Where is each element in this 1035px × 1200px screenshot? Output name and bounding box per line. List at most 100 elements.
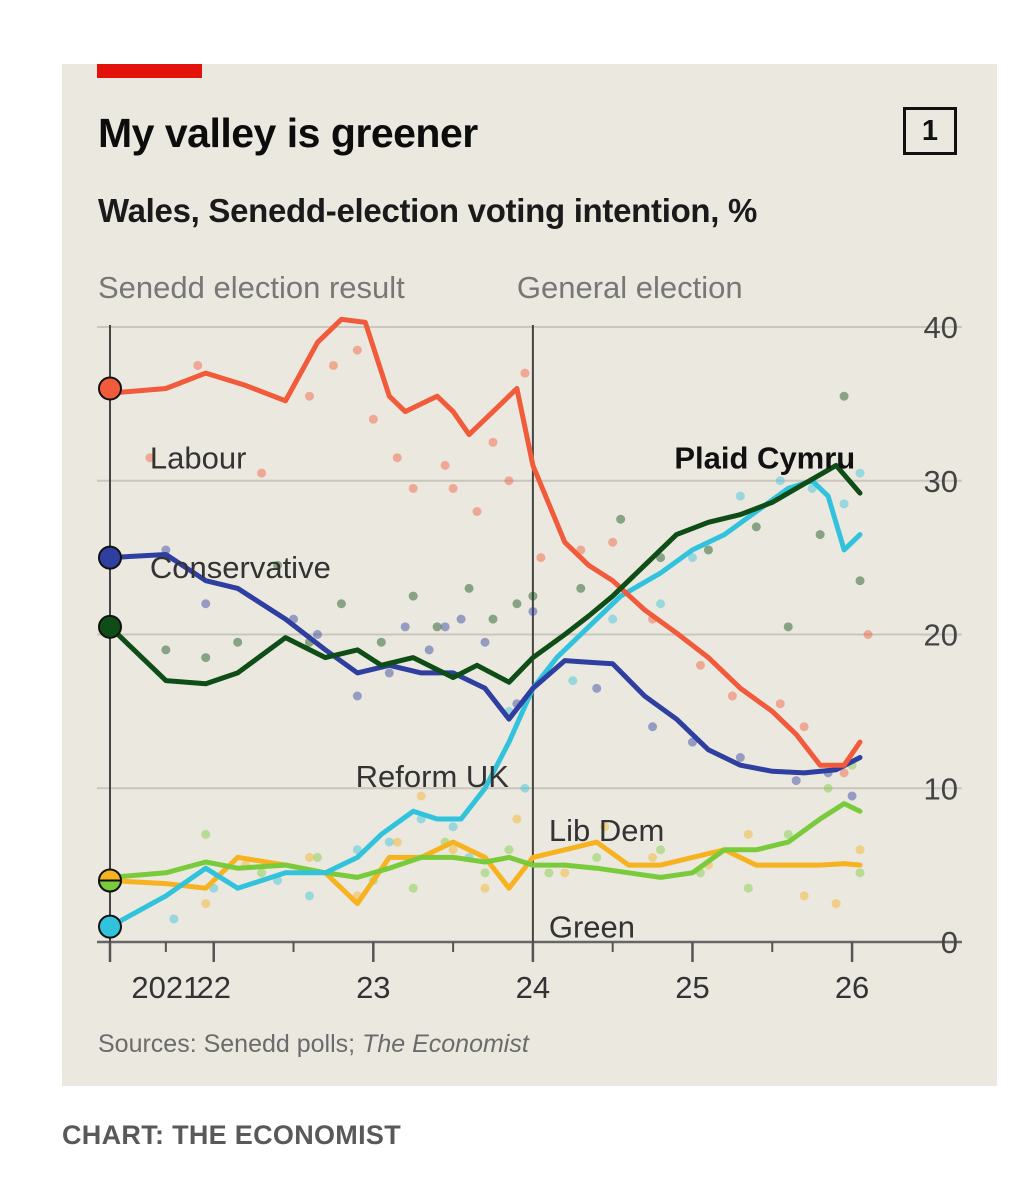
poll-dot-green-7 bbox=[504, 845, 514, 855]
poll-dot-lib-dem-4 bbox=[392, 837, 402, 847]
series-label-conservative: Conservative bbox=[150, 550, 331, 585]
x-tick-label-25: 25 bbox=[675, 970, 709, 1005]
poll-dot-conservative-5 bbox=[384, 668, 394, 678]
chart-credit: CHART: THE ECONOMIST bbox=[62, 1120, 401, 1150]
poll-dot-plaid-cymru-8 bbox=[432, 622, 442, 632]
poll-dot-lib-dem-8 bbox=[512, 814, 522, 824]
poll-dot-plaid-cymru-0 bbox=[161, 645, 171, 655]
poll-dot-plaid-cymru-1 bbox=[201, 653, 211, 663]
poll-dot-green-16 bbox=[855, 868, 865, 878]
poll-dot-labour-9 bbox=[440, 460, 450, 470]
poll-dot-labour-1 bbox=[193, 360, 203, 370]
poll-dot-conservative-16 bbox=[735, 753, 745, 762]
poll-dot-plaid-cymru-7 bbox=[408, 591, 418, 601]
poll-dot-green-0 bbox=[201, 829, 211, 839]
poll-dot-conservative-13 bbox=[592, 683, 602, 693]
poll-dot-lib-dem-13 bbox=[743, 829, 753, 839]
poll-dot-conservative-12 bbox=[528, 606, 538, 616]
poll-dot-lib-dem-15 bbox=[831, 899, 841, 909]
poll-dot-conservative-3 bbox=[312, 630, 322, 639]
poll-dot-labour-2 bbox=[257, 468, 267, 478]
result-marker-reform-uk bbox=[98, 914, 122, 939]
poll-dot-reform-uk-15 bbox=[735, 491, 745, 501]
poll-dot-green-14 bbox=[823, 783, 833, 793]
result-marker-labour bbox=[98, 376, 122, 401]
poll-dot-lib-dem-11 bbox=[648, 852, 658, 862]
poll-dot-reform-uk-5 bbox=[384, 837, 394, 847]
poll-dot-conservative-8 bbox=[440, 622, 450, 632]
chart-title: My valley is greener bbox=[98, 110, 478, 156]
poll-dot-green-6 bbox=[480, 868, 490, 878]
poll-dot-green-9 bbox=[592, 852, 602, 862]
poll-dot-labour-0 bbox=[145, 453, 155, 463]
poll-dot-conservative-17 bbox=[791, 776, 801, 786]
poll-dot-lib-dem-7 bbox=[480, 883, 490, 893]
x-tick-label-2021: 2021 bbox=[131, 970, 200, 1005]
poll-dot-reform-uk-12 bbox=[608, 614, 618, 624]
poll-dot-conservative-14 bbox=[648, 722, 658, 732]
annotation-label-0: Senedd election result bbox=[98, 270, 405, 305]
poll-dot-lib-dem-10 bbox=[600, 822, 610, 832]
poll-dot-plaid-cymru-17 bbox=[751, 522, 761, 532]
poll-dot-labour-11 bbox=[472, 507, 482, 516]
y-tick-label-10: 10 bbox=[924, 771, 958, 806]
poll-dot-conservative-9 bbox=[456, 614, 466, 624]
poll-dot-labour-5 bbox=[352, 345, 362, 355]
poll-dot-lib-dem-2 bbox=[304, 852, 314, 862]
poll-dot-labour-4 bbox=[328, 360, 338, 370]
poll-dot-reform-uk-11 bbox=[568, 676, 578, 686]
poll-dot-plaid-cymru-18 bbox=[783, 622, 793, 632]
poll-dot-labour-15 bbox=[536, 553, 546, 563]
poll-dot-plaid-cymru-19 bbox=[815, 530, 825, 540]
poll-dot-plaid-cymru-21 bbox=[855, 576, 865, 586]
poll-dot-green-2 bbox=[312, 852, 322, 862]
series-label-green: Green bbox=[549, 910, 635, 945]
y-tick-label-0: 0 bbox=[941, 925, 958, 960]
series-line-plaid-cymru bbox=[107, 462, 863, 687]
series-label-plaid-cymru: Plaid Cymru bbox=[674, 441, 855, 476]
series-label-reform-uk: Reform UK bbox=[356, 759, 510, 794]
poll-dot-labour-20 bbox=[727, 691, 737, 701]
poll-dot-plaid-cymru-2 bbox=[233, 637, 243, 647]
series-line-reform-uk bbox=[107, 478, 863, 930]
poll-dot-labour-3 bbox=[304, 391, 314, 401]
result-marker-conservative bbox=[98, 545, 122, 570]
poll-dot-reform-uk-18 bbox=[839, 499, 849, 509]
series-line-labour bbox=[107, 316, 863, 768]
poll-dot-lib-dem-0 bbox=[201, 899, 211, 909]
poll-dot-lib-dem-14 bbox=[799, 891, 809, 901]
poll-dot-conservative-1 bbox=[201, 599, 211, 609]
poll-dot-plaid-cymru-14 bbox=[616, 514, 626, 524]
y-tick-label-30: 30 bbox=[924, 464, 958, 499]
poll-dot-labour-19 bbox=[695, 660, 705, 670]
annotation-label-1: General election bbox=[517, 270, 743, 305]
series-line-green bbox=[107, 801, 863, 880]
poll-dot-green-12 bbox=[743, 883, 753, 893]
poll-dot-labour-13 bbox=[504, 476, 514, 486]
poll-dot-labour-17 bbox=[608, 537, 618, 547]
poll-dot-lib-dem-9 bbox=[560, 868, 570, 878]
poll-dot-labour-7 bbox=[392, 453, 402, 463]
poll-dot-green-1 bbox=[257, 868, 267, 878]
poll-dot-labour-21 bbox=[775, 699, 785, 709]
poll-dot-plaid-cymru-10 bbox=[488, 614, 498, 624]
poll-dot-plaid-cymru-9 bbox=[464, 583, 474, 593]
poll-dot-lib-dem-6 bbox=[448, 845, 458, 855]
poll-dot-labour-12 bbox=[488, 437, 498, 447]
poll-dot-plaid-cymru-3 bbox=[273, 560, 283, 570]
poll-dot-conservative-19 bbox=[847, 791, 857, 801]
poll-dot-labour-22 bbox=[799, 722, 809, 732]
poll-dot-green-10 bbox=[656, 845, 666, 855]
poll-dot-lib-dem-16 bbox=[855, 845, 865, 855]
poll-dot-plaid-cymru-11 bbox=[512, 599, 522, 609]
poll-dot-labour-24 bbox=[863, 630, 873, 639]
poll-dot-labour-10 bbox=[448, 483, 458, 493]
poll-dot-conservative-10 bbox=[480, 637, 490, 647]
chart-subtitle: Wales, Senedd-election voting intention,… bbox=[98, 192, 758, 229]
poll-dot-plaid-cymru-13 bbox=[576, 583, 586, 593]
accent-bar bbox=[97, 64, 202, 78]
poll-dot-labour-14 bbox=[520, 368, 530, 378]
poll-dot-reform-uk-10 bbox=[520, 783, 530, 793]
poll-dot-reform-uk-14 bbox=[687, 553, 697, 563]
